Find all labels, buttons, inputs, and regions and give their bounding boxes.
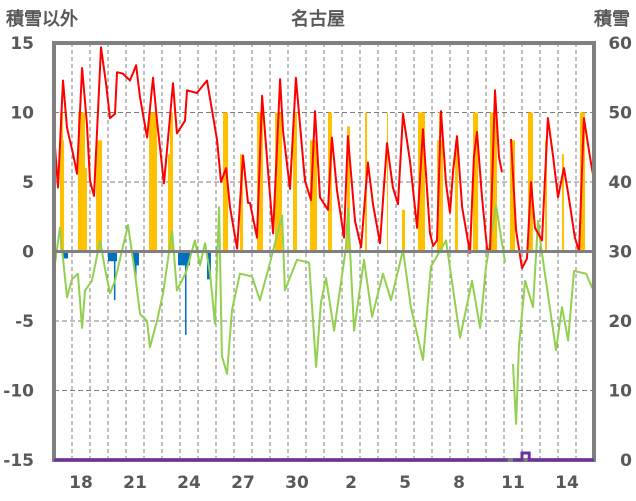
purple-snow-depth-line [54, 451, 594, 462]
yellow-bar [223, 112, 229, 252]
yellow-bar [59, 112, 63, 252]
left-axis-title: 積雪以外 [5, 8, 78, 30]
right-y-tick-label: 30 [608, 243, 632, 263]
x-tick-label: 30 [285, 473, 309, 493]
yellow-bar [309, 140, 317, 252]
yellow-bar [257, 112, 263, 252]
chart-title: 名古屋 [291, 8, 345, 30]
yellow-bar [417, 112, 425, 252]
left-y-tick-label: 0 [22, 243, 34, 263]
x-tick-label: 21 [123, 473, 147, 493]
gridlines [54, 43, 594, 460]
x-tick-label: 27 [231, 473, 255, 493]
right-y-tick-label: 20 [608, 312, 632, 332]
x-tick-label: 5 [399, 473, 411, 493]
x-tick-label: 14 [555, 473, 579, 493]
left-y-tick-label: 5 [22, 173, 34, 193]
yellow-bar [77, 112, 85, 252]
yellow-bar [473, 112, 479, 252]
yellow-bar [169, 112, 173, 252]
yellow-bar [84, 168, 87, 252]
x-tick-label: 11 [501, 473, 525, 493]
yellow-bar [545, 140, 548, 252]
yellow-bar [401, 209, 405, 252]
yellow-bar [439, 112, 441, 252]
yellow-bar [95, 140, 98, 252]
x-tick-label: 18 [69, 473, 93, 493]
yellow-bar [489, 112, 497, 252]
x-tick-label: 8 [453, 473, 465, 493]
yellow-bar [455, 140, 458, 252]
left-y-tick-label: -10 [3, 382, 34, 402]
line-series [53, 46, 595, 425]
yellow-bar [509, 140, 515, 252]
blue-bar [135, 251, 137, 280]
right-axis-title: 積雪 [593, 8, 630, 30]
yellow-bar [561, 154, 564, 252]
left-y-tick-label: -5 [15, 312, 34, 332]
blue-bar [63, 251, 69, 259]
yellow-bar [387, 112, 389, 252]
yellow-bar [97, 140, 103, 252]
blue-bar [113, 251, 116, 301]
yellow-bar [293, 112, 297, 252]
right-y-tick-label: 50 [608, 104, 632, 124]
yellow-bar [167, 154, 170, 252]
right-y-tick-label: 0 [620, 451, 632, 471]
right-y-tick-label: 40 [608, 173, 632, 193]
green-line-series [53, 204, 595, 425]
left-y-tick-label: 15 [10, 34, 34, 54]
yellow-bar [63, 140, 65, 252]
right-y-tick-label: 60 [608, 34, 632, 54]
left-y-tick-label: -15 [3, 451, 34, 471]
yellow-bar [149, 112, 157, 252]
right-y-tick-label: 10 [608, 382, 632, 402]
yellow-bar [239, 154, 243, 252]
yellow-bar [347, 126, 350, 252]
blue-bar [108, 251, 117, 262]
left-y-tick-label: 10 [10, 104, 34, 124]
yellow-bar [275, 112, 283, 252]
blue-bar [185, 251, 187, 335]
blue-bar [178, 251, 191, 266]
x-tick-label: 2 [345, 473, 357, 493]
x-tick-label: 24 [177, 473, 201, 493]
red-line-series [53, 46, 595, 270]
